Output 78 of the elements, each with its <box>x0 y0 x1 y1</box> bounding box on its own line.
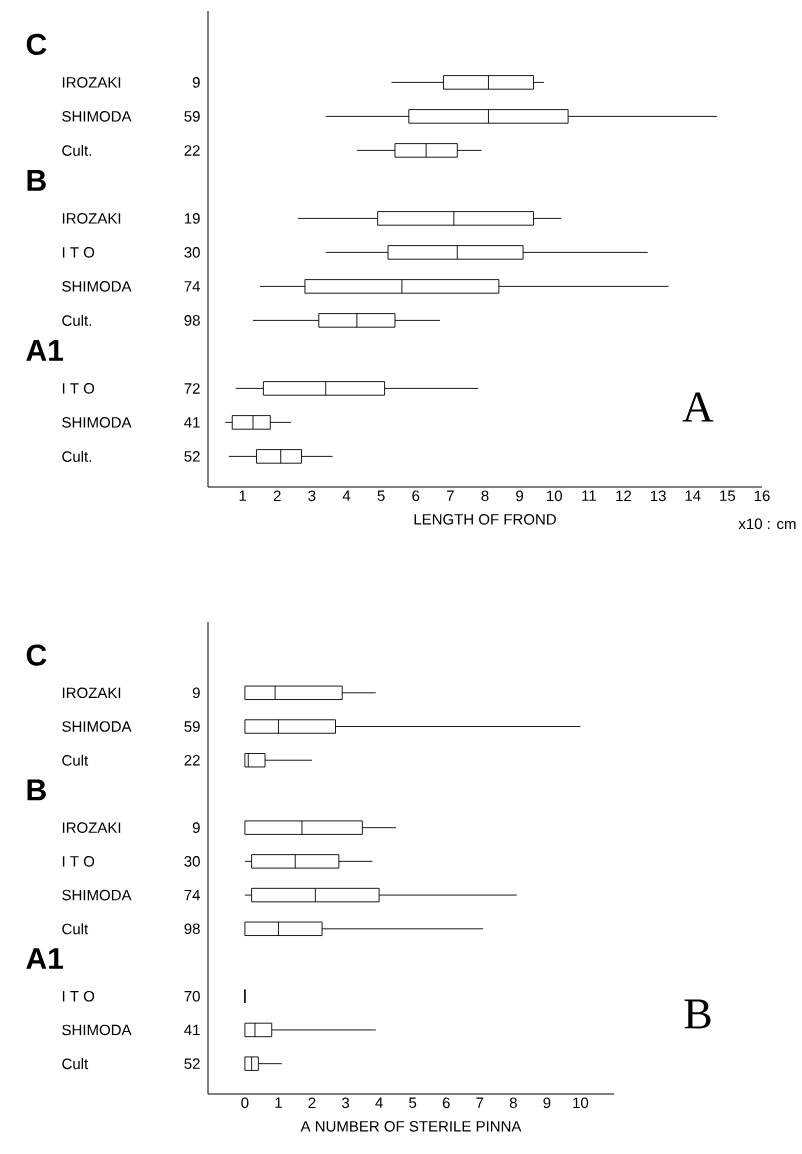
x-tick-label: 16 <box>754 490 770 502</box>
y-tick-label: Cult. <box>62 450 91 462</box>
y2-tick-label: 30 <box>184 247 200 258</box>
text: B <box>684 999 711 1029</box>
y-tick-label: SHIMODA <box>62 111 132 122</box>
text: A1 <box>26 948 64 969</box>
x-tick-label: 7 <box>476 1097 484 1108</box>
text: x10 : cm <box>738 518 796 530</box>
x-tick-label: 6 <box>412 490 420 502</box>
x-tick-label: 2 <box>308 1097 316 1109</box>
y2-tick-label: 9 <box>192 687 200 699</box>
y-tick-label: Cult <box>62 923 89 935</box>
x-tick-label: 0 <box>241 1097 249 1109</box>
y-tick-label: IROZAKI <box>62 822 121 833</box>
y2-tick-label: 9 <box>192 822 200 833</box>
y2-tick-label: 59 <box>184 721 200 732</box>
y-tick-label: I T O <box>62 383 95 394</box>
x-tick-label: 8 <box>481 490 489 502</box>
x-axis-title: A NUMBER OF STERILE PINNA <box>300 1121 522 1132</box>
x-tick-label: 8 <box>509 1097 517 1109</box>
x-tick-label: 5 <box>377 490 385 501</box>
y2-tick-label: 52 <box>184 1058 200 1069</box>
text: C <box>26 33 47 56</box>
x-tick-label: 9 <box>543 1097 551 1109</box>
y-tick-label: SHIMODA <box>62 721 132 732</box>
x-axis-title: LENGTH OF FROND <box>414 514 556 525</box>
x-tick-label: 10 <box>547 490 562 502</box>
text: C <box>26 644 47 666</box>
x-tick-label: 15 <box>720 490 736 501</box>
x-tick-label: 12 <box>616 490 632 502</box>
y2-tick-label: 70 <box>184 990 200 1002</box>
y-tick-label: IROZAKI <box>62 213 121 224</box>
x-tick-label: 9 <box>516 490 524 502</box>
x-tick-label: 3 <box>341 1097 350 1109</box>
y2-tick-label: 19 <box>184 213 200 224</box>
text: B <box>27 170 46 191</box>
y2-tick-label: 52 <box>184 451 200 462</box>
y-tick-label: I T O <box>62 856 95 867</box>
x-tick-label: 5 <box>409 1097 417 1108</box>
annotation: A <box>682 392 714 422</box>
y-tick-label: Cult <box>62 754 89 766</box>
y-tick-label: I T O <box>62 247 95 258</box>
x-tick-label: 10 <box>573 1097 589 1109</box>
y2-tick-label: 41 <box>184 417 200 428</box>
y-tick-label: IROZAKI <box>62 77 121 88</box>
y-tick-label: SHIMODA <box>62 417 132 428</box>
y2-tick-label: 41 <box>184 1024 200 1036</box>
text: A1 <box>26 340 64 361</box>
y2-tick-label: 9 <box>192 77 200 88</box>
text: B <box>27 779 46 801</box>
x-tick-label: 6 <box>442 1097 450 1109</box>
y2-tick-label: 22 <box>184 145 200 156</box>
y-tick-label: Cult <box>62 1058 89 1070</box>
y2-tick-label: 59 <box>184 111 200 122</box>
y-tick-label: SHIMODA <box>62 1024 132 1036</box>
x-tick-label: 14 <box>685 490 701 501</box>
y2-tick-label: 22 <box>184 754 200 766</box>
y2-tick-label: 74 <box>184 889 201 901</box>
y-tick-label: Cult. <box>62 314 91 326</box>
x-tick-label: 4 <box>375 1097 383 1108</box>
y2-tick-label: 98 <box>184 315 200 326</box>
y2-tick-label: 30 <box>184 856 200 867</box>
y-tick-label: SHIMODA <box>62 281 132 292</box>
x-tick-label: 1 <box>275 1097 282 1108</box>
y2-tick-label: 74 <box>184 281 201 292</box>
y2-tick-label: 72 <box>184 383 200 394</box>
x-tick-label: 1 <box>239 490 247 501</box>
y2-tick-label: 98 <box>184 923 200 935</box>
y-tick-label: I T O <box>62 990 95 1002</box>
y-tick-label: SHIMODA <box>62 889 132 901</box>
x-tick-label: 4 <box>342 490 351 501</box>
x-tick-label: 11 <box>582 490 596 501</box>
x-tick-label: 7 <box>446 490 454 501</box>
y-tick-label: IROZAKI <box>62 687 121 699</box>
x-tick-label: 3 <box>308 490 316 502</box>
y-tick-label: Cult. <box>62 144 91 156</box>
x-tick-label: 2 <box>273 490 281 502</box>
x-tick-label: 13 <box>650 490 666 502</box>
